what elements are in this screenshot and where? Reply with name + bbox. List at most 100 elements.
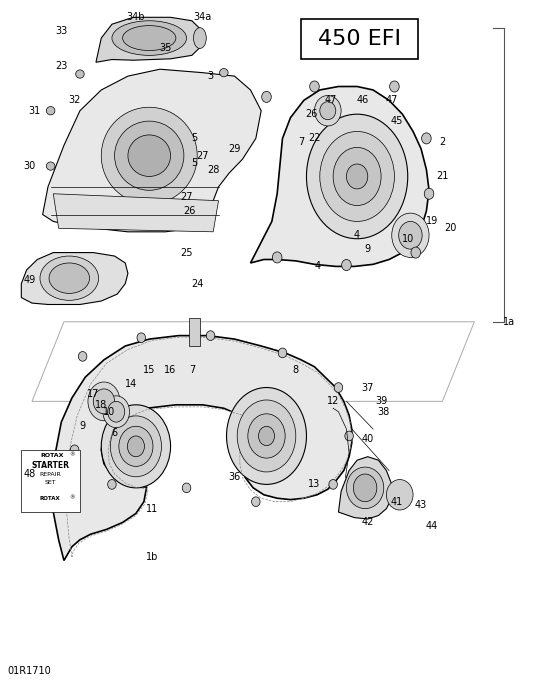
Ellipse shape (310, 81, 319, 92)
Polygon shape (96, 17, 203, 62)
Text: 7: 7 (189, 365, 195, 375)
Text: 1a: 1a (503, 317, 515, 327)
Polygon shape (251, 86, 429, 266)
Ellipse shape (272, 252, 282, 263)
Text: SET: SET (45, 480, 56, 485)
Ellipse shape (70, 445, 79, 455)
Text: 49: 49 (23, 275, 35, 285)
Text: 33: 33 (55, 26, 67, 36)
Polygon shape (43, 69, 261, 232)
Ellipse shape (353, 474, 377, 502)
Text: 48: 48 (23, 469, 35, 479)
Ellipse shape (346, 467, 384, 509)
Polygon shape (21, 253, 128, 304)
Text: 23: 23 (55, 61, 68, 71)
Ellipse shape (346, 164, 368, 189)
Text: 9: 9 (79, 421, 86, 430)
Ellipse shape (101, 107, 197, 204)
Text: 11: 11 (146, 504, 158, 513)
Bar (21, 450, 80, 512)
Ellipse shape (206, 331, 215, 340)
Ellipse shape (227, 388, 306, 484)
Text: STARTER: STARTER (31, 460, 70, 470)
Ellipse shape (78, 352, 87, 361)
Ellipse shape (314, 95, 341, 126)
Text: 34a: 34a (193, 12, 212, 22)
Text: ®: ® (69, 453, 75, 458)
Ellipse shape (342, 260, 351, 271)
Text: 1b: 1b (146, 552, 158, 562)
Ellipse shape (424, 188, 434, 199)
Text: 13: 13 (309, 480, 320, 489)
Ellipse shape (123, 26, 176, 51)
Text: 38: 38 (378, 407, 390, 417)
Text: ®: ® (69, 495, 75, 501)
Ellipse shape (40, 256, 99, 300)
Text: 32: 32 (68, 95, 81, 105)
Ellipse shape (110, 416, 161, 477)
Text: 10: 10 (103, 407, 115, 417)
Ellipse shape (115, 121, 184, 190)
Text: 3: 3 (207, 71, 214, 81)
Text: 8: 8 (293, 365, 299, 375)
Ellipse shape (60, 500, 68, 510)
Ellipse shape (108, 480, 116, 489)
Ellipse shape (76, 70, 84, 78)
Text: 5: 5 (191, 134, 198, 143)
Text: 25: 25 (180, 248, 193, 257)
Text: 01R1710: 01R1710 (7, 666, 51, 676)
Text: 9: 9 (365, 244, 371, 254)
Ellipse shape (46, 162, 55, 170)
Ellipse shape (399, 221, 422, 249)
Text: 2: 2 (439, 137, 446, 147)
Ellipse shape (259, 426, 274, 446)
Text: 450 EFI: 450 EFI (318, 29, 401, 48)
Text: 40: 40 (362, 435, 374, 444)
Ellipse shape (278, 348, 287, 358)
Text: 17: 17 (87, 390, 100, 399)
Text: 24: 24 (191, 279, 204, 289)
Text: 41: 41 (391, 497, 403, 507)
Ellipse shape (248, 414, 285, 458)
Text: 35: 35 (159, 44, 172, 53)
Ellipse shape (46, 107, 55, 115)
Text: 46: 46 (357, 95, 368, 105)
Text: 31: 31 (29, 106, 41, 116)
Ellipse shape (329, 480, 337, 489)
Ellipse shape (127, 436, 144, 457)
Ellipse shape (119, 426, 153, 466)
Bar (189, 318, 200, 346)
Text: 27: 27 (196, 151, 209, 161)
Ellipse shape (333, 147, 381, 206)
Text: 36: 36 (229, 473, 240, 482)
Ellipse shape (112, 21, 187, 55)
Text: 6: 6 (111, 428, 118, 437)
Text: 10: 10 (402, 234, 414, 244)
Ellipse shape (262, 91, 271, 102)
Polygon shape (53, 336, 352, 561)
Ellipse shape (193, 28, 206, 48)
Ellipse shape (137, 333, 146, 343)
Text: 19: 19 (426, 217, 438, 226)
Text: 5: 5 (191, 158, 198, 167)
Text: 26: 26 (183, 206, 196, 216)
Text: 7: 7 (298, 137, 304, 147)
Ellipse shape (103, 396, 130, 428)
Text: 12: 12 (327, 397, 340, 406)
Text: 18: 18 (95, 400, 107, 410)
Polygon shape (53, 194, 219, 232)
Text: 26: 26 (305, 109, 318, 119)
Text: 37: 37 (361, 383, 374, 392)
Ellipse shape (93, 389, 115, 414)
Ellipse shape (334, 383, 343, 392)
Text: 4: 4 (314, 262, 320, 271)
Text: 20: 20 (444, 224, 457, 233)
Text: 43: 43 (415, 500, 427, 510)
Ellipse shape (108, 401, 125, 422)
Ellipse shape (411, 247, 421, 258)
Ellipse shape (386, 480, 413, 510)
Ellipse shape (252, 497, 260, 507)
Text: 15: 15 (143, 365, 156, 375)
Text: 39: 39 (375, 397, 387, 406)
Text: 14: 14 (125, 379, 136, 389)
